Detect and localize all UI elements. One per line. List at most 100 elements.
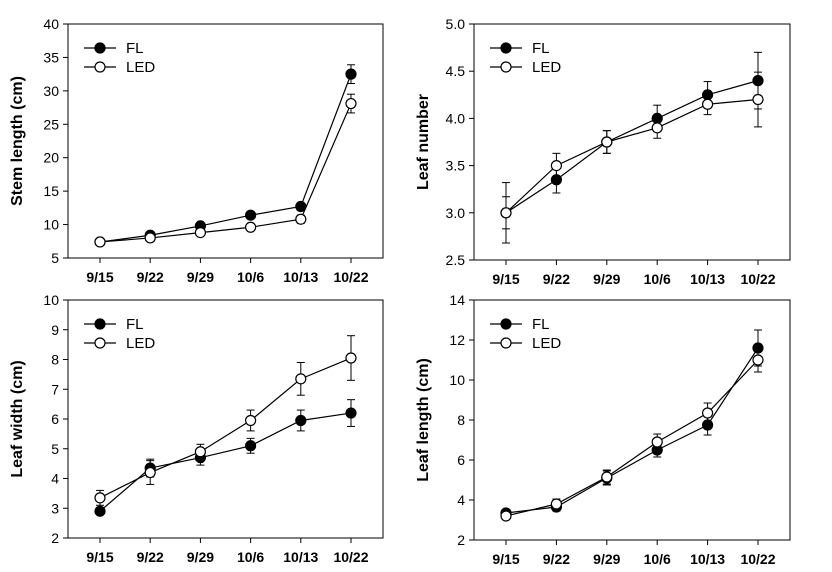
y-tick-label: 4.5 [446, 63, 466, 79]
y-tick-label: 14 [449, 292, 465, 308]
data-point-led [144, 232, 156, 244]
x-tick-label: 10/6 [237, 269, 264, 285]
data-point-led [752, 354, 764, 366]
series-line-fl [99, 412, 352, 512]
leaf-number-chart: 2.5 3.0 3.5 4.0 4.5 5.0 9/15 9/22 9/29 10/6 10/13 1… [415, 16, 791, 287]
y-tick-label: 2 [51, 530, 59, 546]
data-point-led [94, 492, 106, 504]
y-tick-label: 8 [457, 412, 465, 428]
leaf-length-chart: 2 4 6 8 10 12 14 9/15 9/22 9/29 10/6 10/13 10/22 Leaf… [415, 292, 791, 567]
x-tick-label: 10/22 [740, 551, 775, 567]
data-point-fl [345, 68, 357, 80]
x-tick-label: 10/22 [333, 269, 368, 285]
x-tick-label: 10/13 [283, 269, 318, 285]
data-point-led [601, 471, 613, 483]
data-point-fl [295, 414, 307, 427]
x-tick-label: 9/22 [543, 271, 570, 287]
x-tick-label: 10/13 [283, 549, 318, 565]
y-tick-label: 7 [51, 381, 59, 397]
data-point-led [245, 414, 257, 427]
y-tick-label: 9 [51, 322, 59, 338]
y-axis-label: Stem length (cm) [9, 76, 26, 206]
data-point-led [601, 136, 613, 148]
series-line-fl [505, 80, 759, 214]
y-tick-label: 40 [43, 16, 59, 32]
data-point-led [500, 207, 512, 219]
data-point-led [701, 407, 714, 419]
x-tick-label: 9/22 [543, 551, 570, 567]
x-tick-label: 10/6 [644, 271, 671, 287]
series-line-fl [99, 73, 352, 243]
y-axis-label: Leaf width (cm) [9, 360, 26, 477]
data-point-led [345, 97, 357, 110]
legend: FL LED [490, 316, 561, 352]
x-tick-label: 9/29 [593, 271, 620, 287]
legend-label: LED [126, 59, 155, 76]
x-tick-label: 9/15 [492, 271, 519, 287]
y-tick-label: 6 [51, 411, 59, 427]
x-tick-label: 10/13 [690, 271, 725, 287]
legend: FL LED [490, 40, 561, 76]
x-tick-label: 9/15 [492, 551, 519, 567]
y-tick-label: 3.0 [446, 205, 466, 221]
legend-marker [500, 61, 512, 73]
y-tick-label: 3 [51, 500, 59, 516]
data-point-led [94, 236, 106, 248]
legend-label: FL [532, 316, 550, 333]
y-tick-label: 5 [51, 250, 59, 266]
x-tick-label: 10/6 [237, 549, 264, 565]
x-tick-label: 10/13 [690, 551, 725, 567]
plot-frame [473, 299, 791, 541]
legend-label: LED [126, 335, 155, 352]
x-tick-label: 9/29 [187, 269, 214, 285]
data-point-fl [245, 440, 257, 452]
legend-marker [94, 61, 106, 73]
y-tick-label: 2 [457, 532, 465, 548]
legend-label: FL [126, 316, 144, 333]
data-point-led [701, 98, 714, 110]
x-tick-label: 10/22 [333, 549, 368, 565]
legend: FL LED [84, 316, 155, 352]
legend-marker [94, 42, 106, 54]
legend: FL LED [84, 40, 155, 76]
data-point-led [295, 373, 307, 385]
x-tick-label: 9/15 [86, 549, 113, 565]
data-point-led [245, 221, 257, 233]
y-tick-label: 30 [43, 83, 59, 99]
y-tick-label: 35 [43, 49, 59, 65]
legend-label: LED [532, 59, 561, 76]
x-tick-label: 9/29 [187, 549, 214, 565]
data-point-led [345, 352, 357, 364]
y-tick-label: 10 [43, 217, 59, 233]
y-tick-label: 15 [43, 183, 59, 199]
data-point-led [651, 436, 663, 448]
y-tick-label: 25 [43, 116, 59, 132]
y-axis-label: Leaf number [415, 94, 432, 190]
y-tick-label: 4 [457, 492, 465, 508]
series-line-led [99, 357, 352, 499]
legend-marker [500, 318, 512, 330]
y-tick-label: 12 [449, 332, 465, 348]
data-point-led [550, 160, 563, 172]
x-tick-label: 9/22 [137, 269, 164, 285]
y-tick-label: 4 [51, 471, 59, 487]
series-line-fl [505, 347, 759, 514]
data-point-fl [94, 505, 106, 517]
plot-frame [67, 23, 384, 259]
x-tick-label: 9/22 [137, 549, 164, 565]
y-tick-label: 4.0 [446, 110, 466, 126]
data-point-led [752, 93, 764, 106]
data-point-led [651, 122, 663, 134]
x-tick-label: 10/22 [740, 271, 775, 287]
legend-marker [500, 337, 512, 349]
x-tick-label: 9/15 [86, 269, 113, 285]
data-point-led [194, 226, 206, 239]
y-tick-label: 3.5 [446, 158, 466, 174]
data-point-led [295, 213, 307, 225]
stem-length-chart: 5 10 15 20 25 30 35 40 9/15 9/22 9/29 10/6 10/13 10/2… [9, 16, 384, 285]
legend-marker [94, 337, 106, 349]
y-tick-label: 5.0 [446, 16, 466, 32]
data-point-led [550, 498, 563, 510]
x-tick-label: 9/29 [593, 551, 620, 567]
